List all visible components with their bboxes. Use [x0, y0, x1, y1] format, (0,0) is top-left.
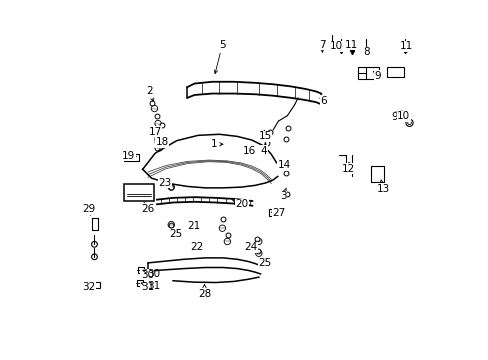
Text: 17: 17: [148, 127, 162, 137]
Text: 31: 31: [141, 282, 160, 292]
Circle shape: [224, 238, 230, 245]
Text: 28: 28: [198, 284, 211, 298]
Text: 6: 6: [319, 96, 326, 106]
Circle shape: [255, 250, 262, 256]
Text: 1: 1: [210, 139, 223, 149]
Text: 2: 2: [146, 86, 154, 102]
Text: 32: 32: [81, 282, 95, 292]
FancyBboxPatch shape: [124, 154, 139, 161]
Text: 13: 13: [376, 180, 389, 194]
Circle shape: [156, 145, 163, 151]
Circle shape: [255, 238, 262, 245]
Text: 12: 12: [341, 162, 354, 174]
Text: 18: 18: [155, 138, 169, 148]
Bar: [123, 184, 154, 202]
Circle shape: [91, 242, 97, 247]
Text: 30: 30: [142, 269, 160, 279]
Text: 7: 7: [318, 40, 325, 52]
Circle shape: [151, 105, 157, 112]
Text: 8: 8: [363, 47, 369, 58]
Circle shape: [219, 225, 225, 231]
Text: 21: 21: [187, 221, 200, 231]
Text: 23: 23: [158, 178, 171, 188]
Text: 20: 20: [232, 199, 248, 209]
Circle shape: [91, 254, 97, 260]
Circle shape: [392, 112, 399, 119]
Circle shape: [405, 119, 412, 126]
Text: 14: 14: [277, 159, 290, 170]
Text: 27: 27: [271, 208, 285, 218]
Text: 24: 24: [244, 242, 257, 252]
Text: 15: 15: [258, 130, 271, 141]
Text: 10: 10: [329, 41, 343, 51]
FancyBboxPatch shape: [358, 67, 378, 78]
Text: 29: 29: [81, 204, 95, 215]
Text: 25: 25: [169, 229, 182, 239]
Text: 9: 9: [373, 71, 380, 81]
Text: 19: 19: [122, 151, 136, 161]
Text: 10: 10: [396, 111, 409, 121]
Text: 30: 30: [141, 270, 154, 280]
Text: 26: 26: [141, 203, 154, 213]
Text: 9: 9: [390, 112, 397, 122]
Circle shape: [168, 184, 174, 190]
Text: 11: 11: [344, 40, 357, 51]
Circle shape: [394, 114, 397, 117]
Text: 22: 22: [190, 242, 203, 252]
Circle shape: [407, 121, 410, 125]
Circle shape: [155, 136, 161, 142]
Text: 11: 11: [399, 41, 412, 52]
Circle shape: [155, 120, 161, 127]
Text: 31: 31: [141, 282, 154, 292]
Text: 3: 3: [279, 188, 286, 201]
FancyBboxPatch shape: [386, 67, 403, 77]
Text: 16: 16: [243, 147, 256, 157]
Text: 5: 5: [214, 40, 225, 73]
Text: 4: 4: [260, 143, 267, 156]
FancyBboxPatch shape: [268, 209, 278, 216]
Circle shape: [168, 221, 174, 228]
Text: 25: 25: [258, 258, 271, 268]
